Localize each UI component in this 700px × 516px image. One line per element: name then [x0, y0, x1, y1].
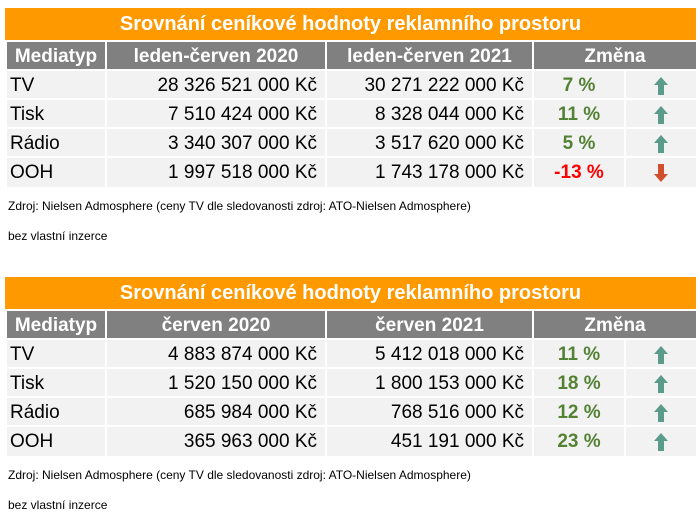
media-type: OOH	[5, 156, 105, 187]
arrow-up-icon	[624, 127, 696, 158]
table-row: Tisk 1 520 150 000 Kč 1 800 153 000 Kč 1…	[5, 367, 696, 398]
table-title: Srovnání ceníkové hodnoty reklamního pro…	[5, 8, 696, 40]
value-2020: 685 984 000 Kč	[105, 396, 325, 427]
header-mediatyp: Mediatyp	[5, 40, 105, 71]
change-percent: 7 %	[532, 69, 624, 100]
value-2021: 768 516 000 Kč	[325, 396, 532, 427]
change-percent: 23 %	[532, 425, 624, 456]
value-2021: 5 412 018 000 Kč	[325, 338, 532, 369]
value-2020: 28 326 521 000 Kč	[105, 69, 325, 100]
arrow-up-icon	[624, 338, 696, 369]
table-title: Srovnání ceníkové hodnoty reklamního pro…	[5, 277, 696, 309]
header-row: Mediatyp červen 2020 červen 2021 Změna	[5, 309, 696, 340]
price-table: Srovnání ceníkové hodnoty reklamního pro…	[5, 8, 696, 187]
arrow-up-icon	[624, 98, 696, 129]
change-percent: 18 %	[532, 367, 624, 398]
value-2020: 1 520 150 000 Kč	[105, 367, 325, 398]
change-percent: 11 %	[532, 338, 624, 369]
change-percent: 12 %	[532, 396, 624, 427]
value-2021: 8 328 044 000 Kč	[325, 98, 532, 129]
value-2021: 1 743 178 000 Kč	[325, 156, 532, 187]
value-2021: 451 191 000 Kč	[325, 425, 532, 456]
table-row: Tisk 7 510 424 000 Kč 8 328 044 000 Kč 1…	[5, 98, 696, 129]
change-percent: 11 %	[532, 98, 624, 129]
table-row: TV 28 326 521 000 Kč 30 271 222 000 Kč 7…	[5, 69, 696, 100]
table-row: OOH 1 997 518 000 Kč 1 743 178 000 Kč -1…	[5, 156, 696, 187]
footnote: bez vlastní inzerce	[8, 498, 108, 512]
header-period-2021: leden-červen 2021	[325, 40, 532, 71]
media-type: Rádio	[5, 127, 105, 158]
arrow-up-icon	[624, 396, 696, 427]
table-row: Rádio 685 984 000 Kč 768 516 000 Kč 12 %	[5, 396, 696, 427]
media-type: Rádio	[5, 396, 105, 427]
header-period-2021: červen 2021	[325, 309, 532, 340]
media-type: TV	[5, 338, 105, 369]
value-2020: 1 997 518 000 Kč	[105, 156, 325, 187]
arrow-up-icon	[624, 425, 696, 456]
header-period-2020: červen 2020	[105, 309, 325, 340]
price-table: Srovnání ceníkové hodnoty reklamního pro…	[5, 277, 696, 456]
change-percent: -13 %	[532, 156, 624, 187]
media-type: TV	[5, 69, 105, 100]
footnote: bez vlastní inzerce	[8, 229, 108, 243]
table-row: TV 4 883 874 000 Kč 5 412 018 000 Kč 11 …	[5, 338, 696, 369]
arrow-up-icon	[624, 69, 696, 100]
value-2020: 7 510 424 000 Kč	[105, 98, 325, 129]
change-percent: 5 %	[532, 127, 624, 158]
media-type: Tisk	[5, 98, 105, 129]
header-row: Mediatyp leden-červen 2020 leden-červen …	[5, 40, 696, 71]
value-2020: 4 883 874 000 Kč	[105, 338, 325, 369]
value-2020: 365 963 000 Kč	[105, 425, 325, 456]
header-change: Změna	[532, 309, 696, 340]
media-type: Tisk	[5, 367, 105, 398]
source-note: Zdroj: Nielsen Admosphere (ceny TV dle s…	[8, 468, 471, 482]
value-2021: 30 271 222 000 Kč	[325, 69, 532, 100]
source-note: Zdroj: Nielsen Admosphere (ceny TV dle s…	[8, 199, 471, 213]
arrow-up-icon	[624, 367, 696, 398]
arrow-down-icon	[624, 156, 696, 187]
value-2020: 3 340 307 000 Kč	[105, 127, 325, 158]
value-2021: 1 800 153 000 Kč	[325, 367, 532, 398]
header-change: Změna	[532, 40, 696, 71]
header-period-2020: leden-červen 2020	[105, 40, 325, 71]
header-mediatyp: Mediatyp	[5, 309, 105, 340]
value-2021: 3 517 620 000 Kč	[325, 127, 532, 158]
table-row: Rádio 3 340 307 000 Kč 3 517 620 000 Kč …	[5, 127, 696, 158]
table-row: OOH 365 963 000 Kč 451 191 000 Kč 23 %	[5, 425, 696, 456]
media-type: OOH	[5, 425, 105, 456]
